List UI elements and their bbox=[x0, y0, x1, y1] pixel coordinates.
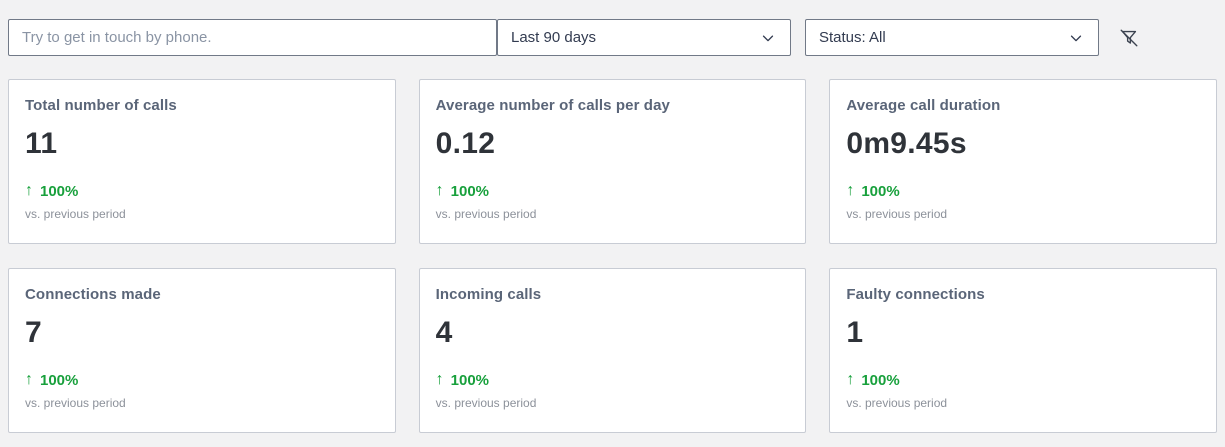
stat-card-comparison: vs. previous period bbox=[435, 207, 537, 221]
stat-card-delta-value: 100% bbox=[40, 371, 79, 389]
stat-card-value: 0.12 bbox=[435, 127, 496, 160]
status-dropdown[interactable]: Status: All bbox=[805, 19, 1099, 56]
stat-card-title: Connections made bbox=[25, 286, 161, 303]
stat-card-title: Faulty connections bbox=[846, 286, 985, 303]
status-value: Status: All bbox=[819, 29, 886, 46]
stat-card-value: 0m9.45s bbox=[846, 127, 967, 160]
stat-card-comparison: vs. previous period bbox=[25, 207, 126, 221]
stat-card-delta: ↑ 100% bbox=[436, 182, 790, 200]
stat-card-delta: ↑ 100% bbox=[25, 371, 379, 389]
stat-card-delta-value: 100% bbox=[861, 371, 900, 389]
up-arrow-icon: ↑ bbox=[846, 182, 855, 199]
stat-card-delta: ↑ 100% bbox=[25, 182, 379, 200]
stat-card-delta: ↑ 100% bbox=[846, 371, 1200, 389]
stat-card-delta-value: 100% bbox=[450, 182, 490, 200]
up-arrow-icon: ↑ bbox=[435, 371, 444, 388]
stat-card-value: 7 bbox=[25, 316, 42, 349]
stat-card-delta-value: 100% bbox=[861, 182, 900, 200]
chevron-down-icon bbox=[1067, 29, 1085, 47]
stat-card-value: 11 bbox=[25, 127, 58, 160]
stat-card-comparison: vs. previous period bbox=[435, 396, 537, 410]
stat-card-delta-value: 100% bbox=[40, 182, 79, 200]
stat-card-delta: ↑ 100% bbox=[846, 182, 1200, 200]
stat-card-value: 4 bbox=[435, 316, 453, 349]
stat-card-title: Total number of calls bbox=[25, 97, 177, 114]
date-range-value: Last 90 days bbox=[511, 29, 597, 46]
stat-card-delta: ↑ 100% bbox=[436, 371, 790, 389]
date-range-dropdown[interactable]: Last 90 days bbox=[497, 19, 791, 56]
up-arrow-icon: ↑ bbox=[25, 182, 33, 199]
stat-card-value: 1 bbox=[846, 316, 864, 349]
chevron-down-icon bbox=[759, 29, 777, 47]
filter-bar: Last 90 days Status: All bbox=[8, 19, 1217, 56]
stat-card: Incoming calls 4 ↑ 100% vs. previous per… bbox=[418, 268, 807, 433]
stat-card-comparison: vs. previous period bbox=[846, 396, 948, 410]
clear-filters-button[interactable] bbox=[1116, 25, 1142, 51]
stat-card: Total number of calls 11 ↑ 100% vs. prev… bbox=[8, 79, 396, 244]
search-input[interactable] bbox=[8, 19, 497, 56]
stat-card-title: Incoming calls bbox=[435, 286, 542, 303]
stat-card-title: Average call duration bbox=[846, 97, 1001, 114]
stat-card-delta-value: 100% bbox=[450, 371, 490, 389]
up-arrow-icon: ↑ bbox=[25, 371, 33, 388]
stats-grid: Total number of calls 11 ↑ 100% vs. prev… bbox=[8, 79, 1217, 433]
stat-card: Connections made 7 ↑ 100% vs. previous p… bbox=[8, 268, 396, 433]
up-arrow-icon: ↑ bbox=[435, 182, 444, 199]
stat-card: Average number of calls per day 0.12 ↑ 1… bbox=[418, 79, 807, 244]
stat-card-title: Average number of calls per day bbox=[435, 97, 670, 114]
stat-card: Average call duration 0m9.45s ↑ 100% vs.… bbox=[829, 79, 1217, 244]
stat-card-comparison: vs. previous period bbox=[25, 396, 126, 410]
up-arrow-icon: ↑ bbox=[846, 371, 855, 388]
stat-card-comparison: vs. previous period bbox=[846, 207, 948, 221]
stat-card: Faulty connections 1 ↑ 100% vs. previous… bbox=[829, 268, 1217, 433]
filter-off-icon bbox=[1118, 27, 1140, 49]
